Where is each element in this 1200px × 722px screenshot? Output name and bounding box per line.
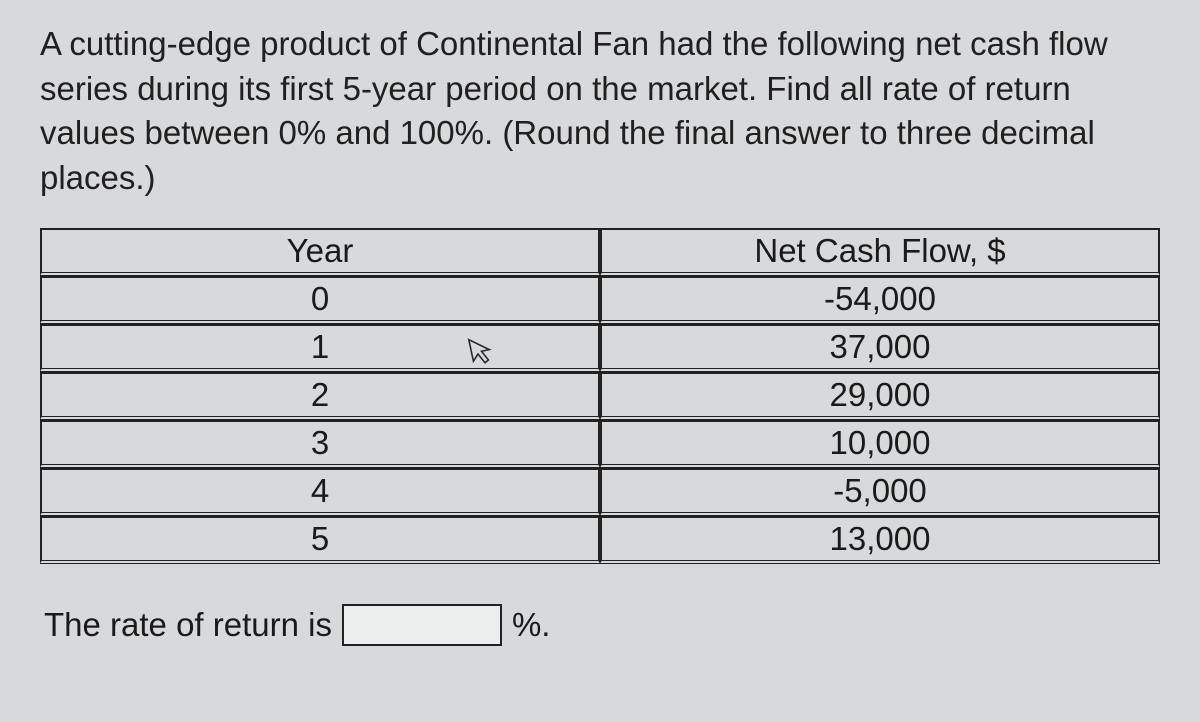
answer-line: The rate of return is %.	[40, 604, 1160, 646]
table-row: 3 10,000	[40, 420, 1160, 468]
cell-year: 0	[40, 276, 600, 324]
table-row: 1 37,000	[40, 324, 1160, 372]
answer-prefix: The rate of return is	[44, 606, 332, 644]
cashflow-table: Year Net Cash Flow, $ 0 -54,000 1 37,000…	[40, 228, 1160, 564]
table-header-row: Year Net Cash Flow, $	[40, 228, 1160, 276]
header-ncf: Net Cash Flow, $	[600, 228, 1160, 276]
cell-ncf: 29,000	[600, 372, 1160, 420]
header-year: Year	[40, 228, 600, 276]
cell-ncf: 37,000	[600, 324, 1160, 372]
cell-ncf: 10,000	[600, 420, 1160, 468]
table-row: 2 29,000	[40, 372, 1160, 420]
cell-year: 5	[40, 516, 600, 564]
cell-year: 4	[40, 468, 600, 516]
cell-year: 2	[40, 372, 600, 420]
table-row: 5 13,000	[40, 516, 1160, 564]
cell-year: 3	[40, 420, 600, 468]
cell-ncf: -5,000	[600, 468, 1160, 516]
question-prompt: A cutting-edge product of Continental Fa…	[40, 22, 1160, 200]
question-page: A cutting-edge product of Continental Fa…	[0, 0, 1200, 666]
cell-ncf: 13,000	[600, 516, 1160, 564]
answer-suffix: %.	[512, 606, 551, 644]
answer-input[interactable]	[342, 604, 502, 646]
cell-year: 1	[40, 324, 600, 372]
cell-ncf: -54,000	[600, 276, 1160, 324]
table-row: 0 -54,000	[40, 276, 1160, 324]
table-row: 4 -5,000	[40, 468, 1160, 516]
